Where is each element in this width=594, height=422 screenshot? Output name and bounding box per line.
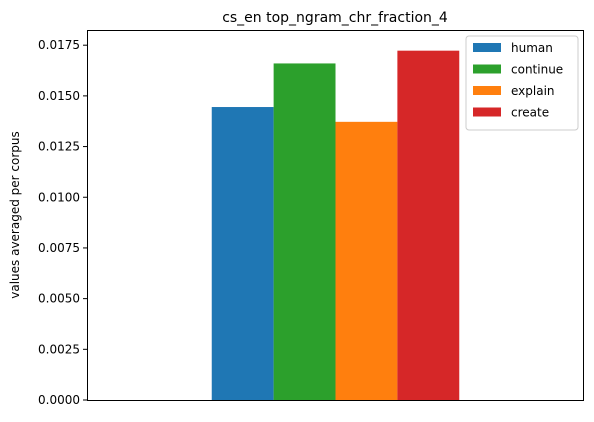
legend-swatch-human <box>473 43 501 52</box>
legend-box <box>465 35 579 131</box>
legend-label-continue: continue <box>511 63 563 77</box>
legend: human continue explain create <box>465 35 579 131</box>
bars-layer <box>211 50 460 401</box>
legend-swatch-create <box>473 107 501 117</box>
legend-label-create: create <box>511 106 549 120</box>
bar-create <box>397 50 460 401</box>
y-tick-label: 0.0100 <box>38 190 80 204</box>
y-tick-label: 0.0175 <box>38 38 80 52</box>
bar-continue <box>273 63 336 400</box>
y-axis-label: values averaged per corpus <box>8 131 22 299</box>
y-tick-label: 0.0125 <box>38 140 80 154</box>
y-tick-label: 0.0050 <box>38 292 80 306</box>
y-tick-label: 0.0075 <box>38 241 80 255</box>
plot-frame <box>87 30 584 401</box>
y-tick-label: 0.0150 <box>38 89 80 103</box>
legend-swatch-explain <box>473 86 501 95</box>
y-tick-label: 0.0025 <box>38 342 80 356</box>
chart-title: cs_en top_ngram_chr_fraction_4 <box>222 10 448 26</box>
legend-label-explain: explain <box>511 84 555 98</box>
bar-human <box>211 107 274 400</box>
y-tick-label: 0.0000 <box>38 393 80 407</box>
legend-swatch-continue <box>473 64 501 74</box>
y-axis-ticks: 0.0000 0.0025 0.0050 0.0075 0.0100 0.0125 0.01… <box>38 38 88 407</box>
legend-label-human: human <box>511 41 553 55</box>
bar-explain <box>335 121 398 400</box>
